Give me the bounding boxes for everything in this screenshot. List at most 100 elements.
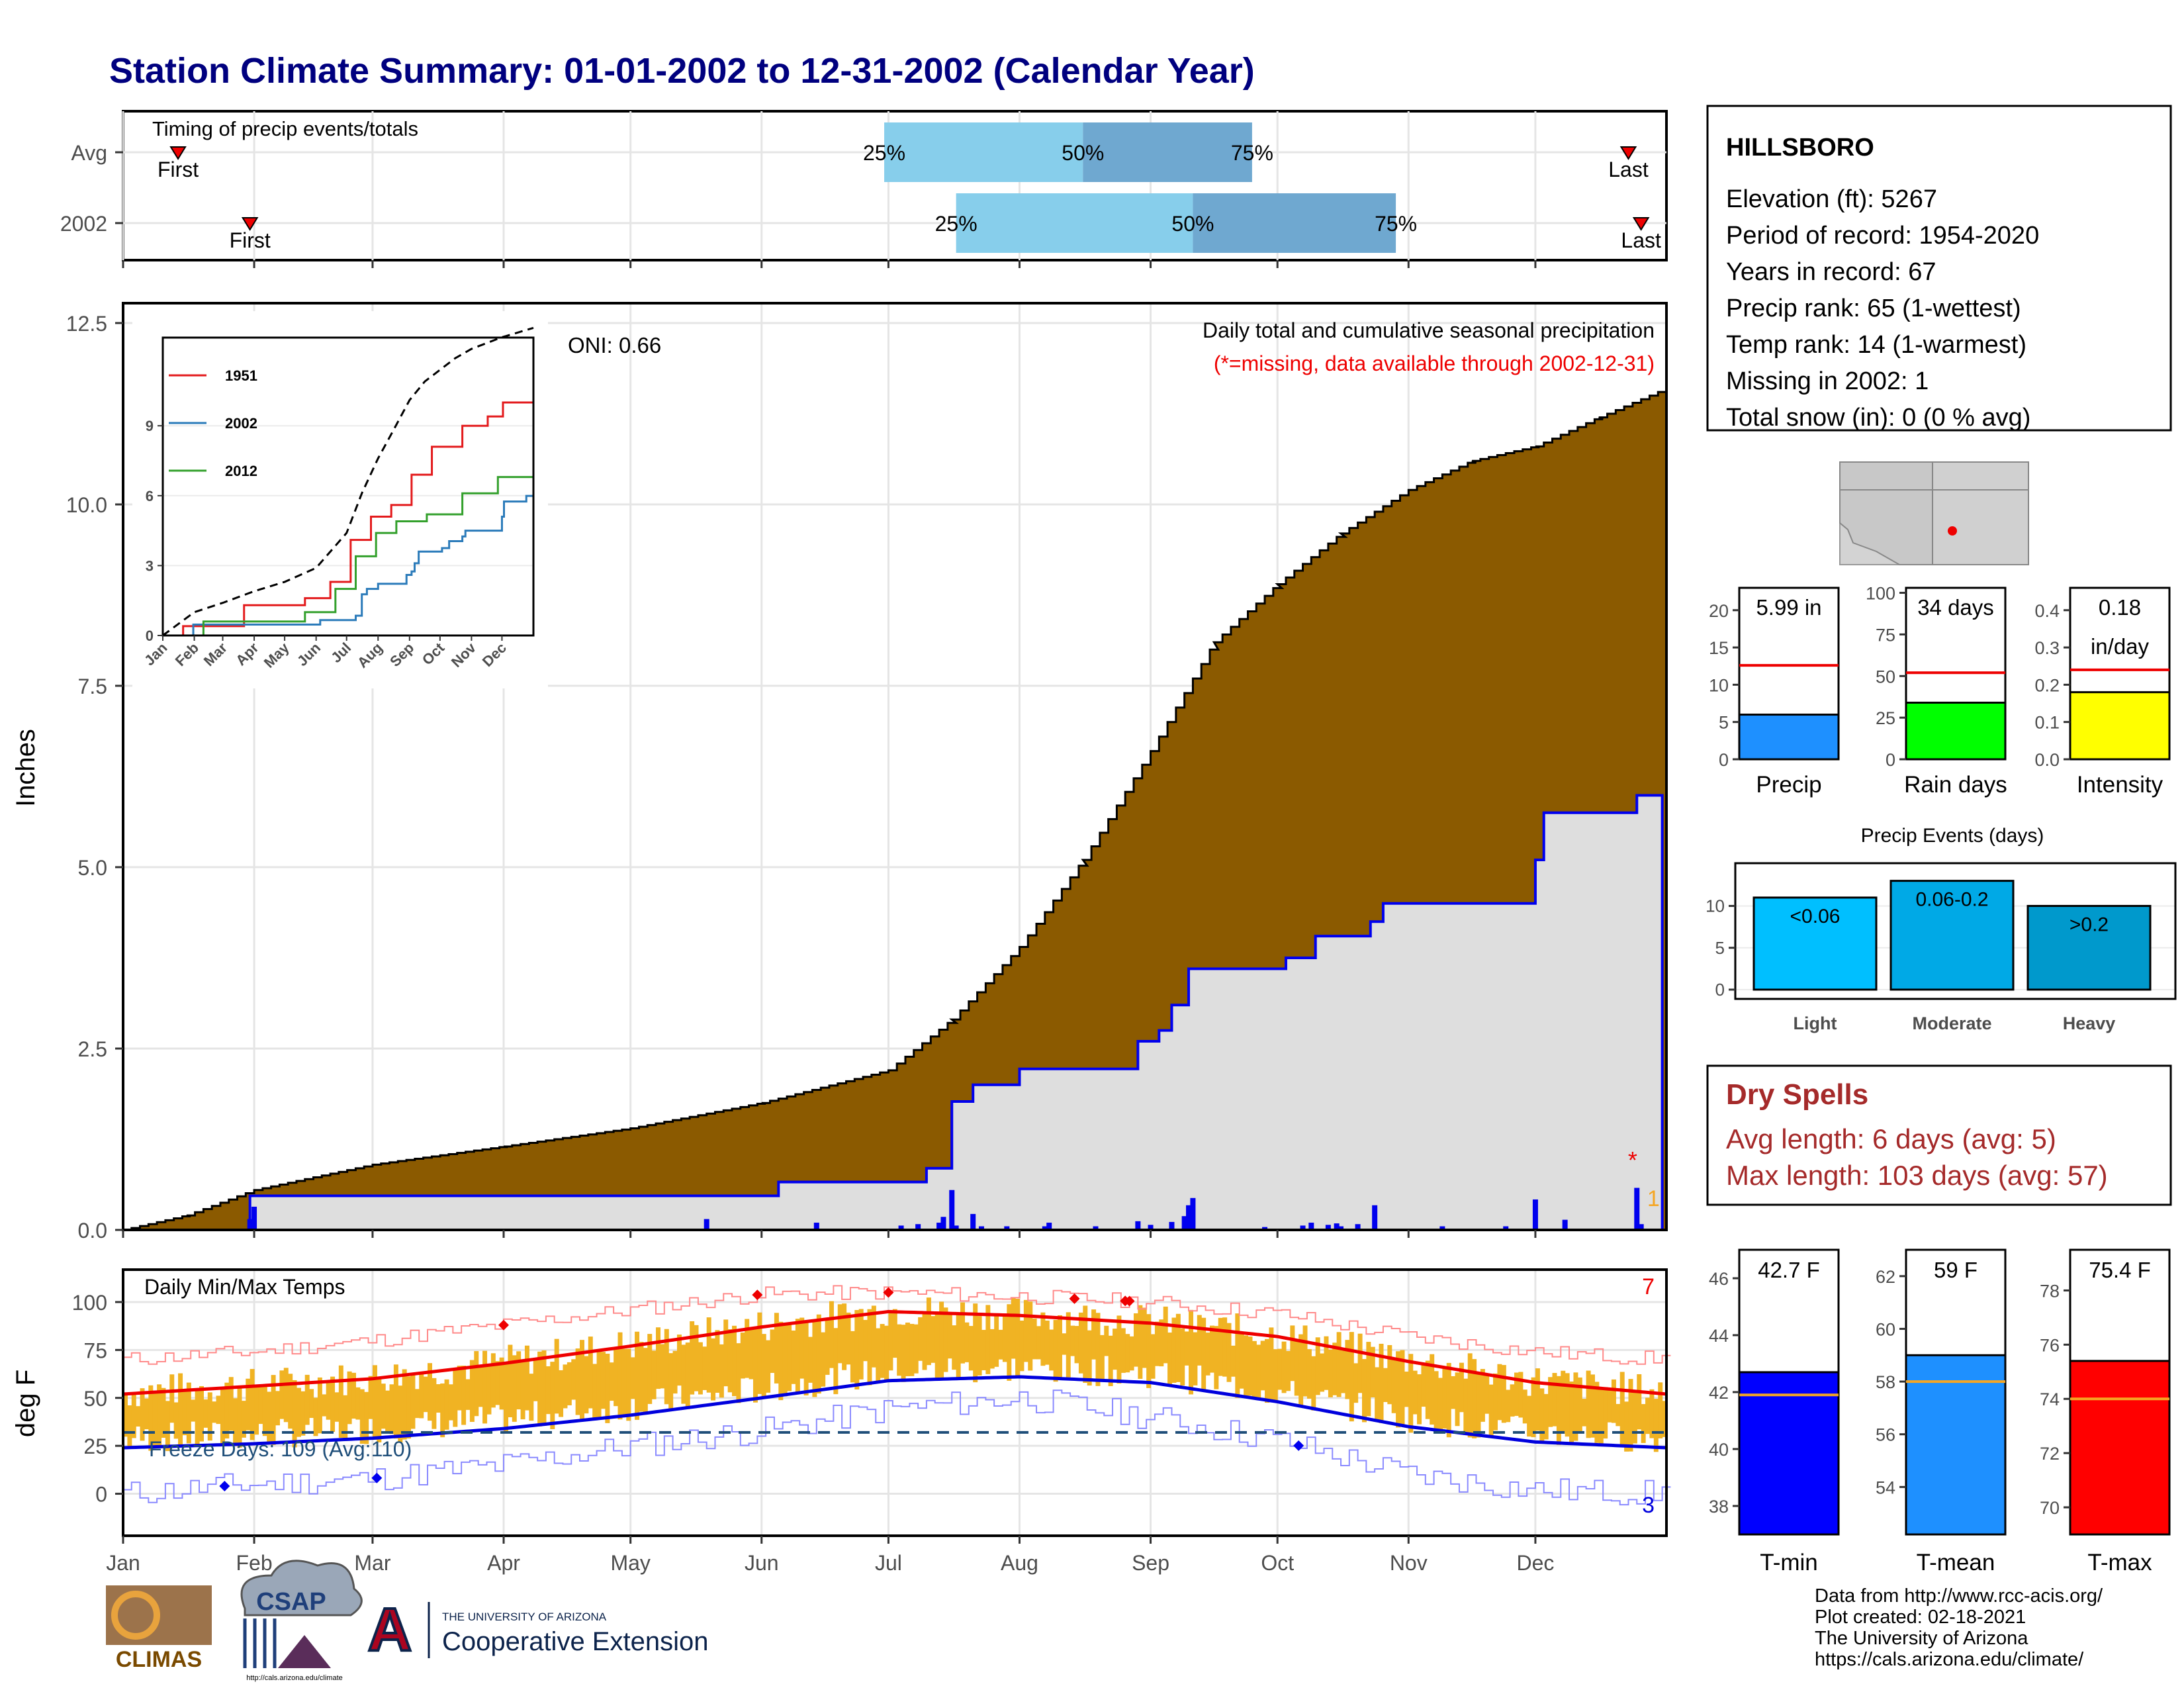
- daily-precip-bar: [940, 1217, 946, 1230]
- daily-temp-bar: [1341, 1350, 1346, 1393]
- daily-temp-bar: [152, 1390, 158, 1446]
- daily-temp-bar: [1383, 1368, 1388, 1403]
- daily-temp-bar: [609, 1362, 614, 1401]
- summary-value-label: 34 days: [1917, 595, 1994, 620]
- temp-summary-value-label: 59 F: [1934, 1258, 1978, 1282]
- daily-temp-bar: [351, 1372, 356, 1419]
- daily-precip-bar: [898, 1225, 904, 1230]
- month-label: Apr: [487, 1551, 520, 1575]
- daily-temp-bar: [250, 1369, 255, 1440]
- daily-temp-bar: [795, 1319, 800, 1393]
- daily-temp-bar: [973, 1303, 978, 1383]
- daily-temp-bar: [876, 1328, 881, 1382]
- precip-heading: Daily total and cumulative seasonal prec…: [1203, 318, 1655, 342]
- daily-temp-bar: [596, 1349, 602, 1417]
- events-title: Precip Events (days): [1861, 825, 2044, 847]
- daily-temp-bar: [605, 1354, 610, 1423]
- daily-temp-bar: [1522, 1389, 1527, 1424]
- summary-ytick-label: 100: [1866, 584, 1895, 604]
- daily-temp-bar: [220, 1387, 225, 1444]
- summary-ytick-label: 75: [1876, 625, 1895, 645]
- daily-temp-bar: [676, 1335, 682, 1386]
- precip-ytick-label: 10.0: [66, 493, 107, 517]
- temp-summary-ytick-label: 58: [1876, 1372, 1895, 1392]
- daily-temp-bar: [423, 1376, 428, 1413]
- daily-temp-bar: [626, 1348, 631, 1421]
- daily-temp-bar: [237, 1387, 242, 1448]
- daily-temp-bar: [871, 1305, 876, 1368]
- inset-ytick-label: 0: [146, 628, 154, 644]
- summary-ytick-label: 0.0: [2034, 750, 2060, 770]
- daily-temp-bar: [1036, 1326, 1042, 1360]
- timing-box-50-75: [1193, 193, 1396, 253]
- daily-temp-bar: [131, 1393, 136, 1438]
- daily-temp-bar: [524, 1345, 529, 1411]
- daily-temp-bar: [778, 1321, 784, 1401]
- daily-temp-bar: [715, 1330, 720, 1393]
- daily-temp-bar: [1078, 1312, 1083, 1374]
- summary-ytick-label: 0.2: [2034, 675, 2060, 695]
- daily-temp-bar: [592, 1364, 598, 1421]
- daily-temp-bar: [1662, 1401, 1667, 1437]
- daily-temp-bar: [1375, 1367, 1380, 1420]
- daily-temp-bar: [1125, 1334, 1130, 1373]
- daily-precip-bar: [915, 1224, 921, 1230]
- csap-cloud-icon: [240, 1560, 363, 1617]
- daily-temp-bar: [639, 1342, 644, 1412]
- precip-ytick-label: 0.0: [78, 1219, 107, 1243]
- daily-temp-bar: [1175, 1313, 1181, 1382]
- timing-p25-label: 25%: [863, 141, 905, 165]
- daily-temp-bar: [173, 1402, 179, 1439]
- events-bar-light: [1752, 896, 1878, 991]
- daily-temp-bar: [469, 1360, 475, 1422]
- daily-temp-bar: [799, 1317, 805, 1379]
- daily-temp-bar: [195, 1389, 200, 1445]
- daily-precip-bar: [1186, 1205, 1192, 1230]
- daily-temp-bar: [482, 1350, 488, 1424]
- month-label: Jan: [106, 1551, 140, 1575]
- daily-temp-bar: [486, 1364, 492, 1415]
- csap-rain-icon: [243, 1618, 277, 1668]
- daily-temp-bar: [1028, 1301, 1033, 1371]
- precip-panel: 0.0 2.5 5.0 7.5 10.0 12.5 Daily total and cum…: [11, 302, 1668, 1243]
- locator-map: [1839, 461, 2029, 565]
- climas-logo-text: CLIMAS: [116, 1647, 202, 1672]
- summary-ytick-label: 20: [1709, 601, 1729, 621]
- daily-temp-bar: [1543, 1393, 1549, 1440]
- temp-summary-ytick-label: 42: [1709, 1383, 1729, 1403]
- footer-url: https://cals.arizona.edu/climate/: [1815, 1649, 2084, 1670]
- precip-y-ticks: 0.0 2.5 5.0 7.5 10.0 12.5: [66, 312, 1537, 1243]
- ua-logo-big-text: Cooperative Extension: [442, 1627, 708, 1656]
- daily-temp-bar: [1637, 1374, 1642, 1430]
- temp-summary-ytick-label: 74: [2040, 1389, 2060, 1409]
- daily-temp-bar: [816, 1314, 821, 1394]
- events-bars: <0.06 Light 0.06-0.2 Moderate >0.2 Heavy: [1752, 880, 2152, 1033]
- precip-ytick-label: 7.5: [78, 675, 107, 698]
- daily-temp-bar: [1552, 1373, 1557, 1427]
- temp-summary-ytick-label: 70: [2040, 1498, 2060, 1518]
- last-event-triangle: [1619, 146, 1637, 160]
- daily-precip-bar: [1181, 1216, 1187, 1230]
- month-label: Mar: [354, 1551, 390, 1575]
- temp-summary-bars: 38 40 42 44 46 42.7 F T-min 54 56 58 60 62 59 F T-mea…: [1709, 1248, 2171, 1575]
- daily-temp-bar: [943, 1307, 948, 1372]
- precip-summary-bars: 0 5 10 15 20 5.99 in Precip 0 25 50 75 100 34 days Ra…: [1709, 584, 2171, 798]
- dry-spells-frame: [1706, 1064, 2172, 1206]
- daily-temp-bar: [1066, 1312, 1071, 1378]
- daily-temp-bar: [1611, 1379, 1616, 1423]
- daily-temp-bar: [1044, 1320, 1050, 1365]
- inset-series-1951: [163, 401, 533, 637]
- precip-missing-note: (*=missing, data available through 2002-…: [1214, 352, 1655, 375]
- temp-summary-ytick-label: 78: [2040, 1281, 2060, 1301]
- daily-temp-bar: [169, 1374, 175, 1423]
- daily-temp-bar: [191, 1399, 196, 1422]
- daily-temp-bar: [165, 1401, 170, 1452]
- daily-temp-bar: [499, 1357, 504, 1410]
- daily-temp-bar: [1497, 1364, 1502, 1421]
- footer-institution: The University of Arizona: [1815, 1628, 2028, 1649]
- daily-temp-bar: [588, 1336, 593, 1409]
- daily-temp-bar: [157, 1384, 162, 1448]
- daily-temp-bar: [136, 1406, 141, 1427]
- dry-spells-box: Dry Spells Avg length: 6 days (avg: 5) M…: [1706, 1064, 2172, 1206]
- month-label: Feb: [236, 1551, 272, 1575]
